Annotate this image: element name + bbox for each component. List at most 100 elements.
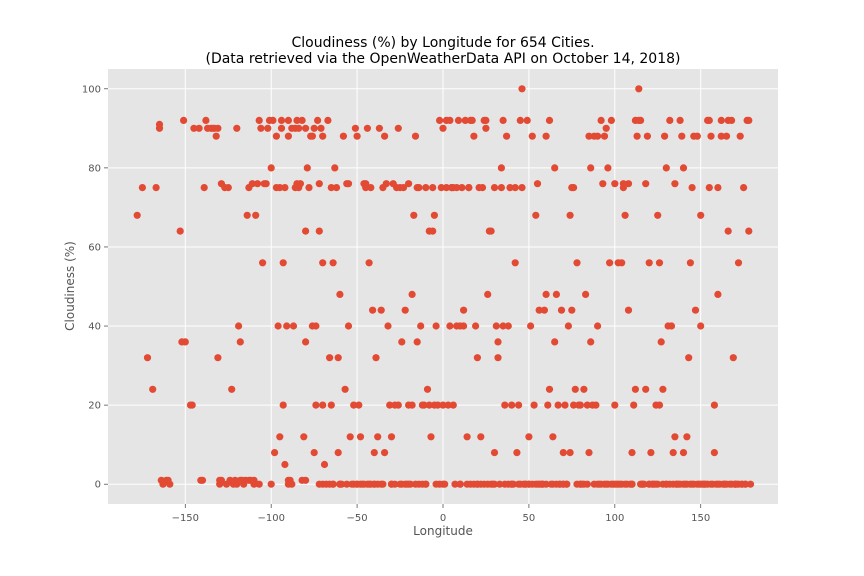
scatter-point xyxy=(666,116,674,124)
scatter-point xyxy=(461,116,469,124)
scatter-point xyxy=(710,401,719,409)
scatter-point xyxy=(740,184,748,192)
scatter-point xyxy=(302,338,310,346)
scatter-point xyxy=(654,211,662,219)
scatter-point xyxy=(195,124,203,132)
scatter-point xyxy=(585,132,593,140)
scatter-point xyxy=(291,124,299,132)
scatter-point xyxy=(470,132,478,140)
scatter-point xyxy=(212,132,220,140)
scatter-point xyxy=(707,132,715,140)
scatter-point xyxy=(422,184,430,192)
scatter-point xyxy=(551,338,559,346)
scatter-point xyxy=(484,290,492,298)
scatter-point xyxy=(339,132,347,140)
scatter-point xyxy=(216,480,224,488)
scatter-point xyxy=(350,401,358,409)
scatter-point xyxy=(527,322,535,330)
scatter-point xyxy=(281,460,289,469)
scatter-point xyxy=(631,385,640,393)
scatter-point xyxy=(468,116,476,124)
scatter-point xyxy=(276,433,284,441)
scatter-point xyxy=(362,180,370,188)
scatter-point xyxy=(635,85,643,93)
scatter-point xyxy=(545,116,554,124)
scatter-point xyxy=(542,480,550,488)
scatter-point xyxy=(417,322,425,330)
scatter-point xyxy=(257,124,265,132)
scatter-point xyxy=(528,132,536,140)
scatter-point xyxy=(573,259,581,267)
x-tick-label: 0 xyxy=(440,513,446,524)
scatter-point xyxy=(655,259,664,267)
scatter-point xyxy=(671,433,679,441)
scatter-point xyxy=(277,124,286,132)
scatter-point xyxy=(554,401,562,409)
scatter-point xyxy=(317,124,325,132)
scatter-point xyxy=(190,124,198,132)
scatter-point xyxy=(570,401,578,409)
scatter-point xyxy=(511,184,519,192)
scatter-point xyxy=(320,460,329,469)
scatter-point xyxy=(679,480,688,488)
scatter-point xyxy=(724,116,732,124)
scatter-point xyxy=(401,306,409,314)
scatter-point xyxy=(377,480,385,488)
scatter-point xyxy=(214,124,222,132)
scatter-point xyxy=(324,116,332,124)
scatter-point xyxy=(281,184,289,192)
scatter-point xyxy=(271,449,279,457)
scatter-point xyxy=(535,306,543,314)
scatter-point xyxy=(561,401,569,409)
scatter-point xyxy=(276,184,284,192)
scatter-point xyxy=(685,354,693,362)
scatter-point xyxy=(582,290,590,298)
scatter-point xyxy=(662,164,670,172)
scatter-point xyxy=(655,401,664,409)
scatter-point xyxy=(576,401,585,409)
scatter-point xyxy=(444,401,452,409)
scatter-point xyxy=(592,401,600,409)
scatter-point xyxy=(319,132,327,140)
scatter-point xyxy=(594,480,602,488)
scatter-point xyxy=(482,116,490,124)
scatter-point xyxy=(356,433,365,441)
scatter-point xyxy=(248,180,256,188)
scatter-point xyxy=(384,322,392,330)
scatter-point xyxy=(264,124,272,132)
scatter-point xyxy=(607,116,616,124)
scatter-point xyxy=(334,449,342,457)
scatter-point xyxy=(351,124,359,132)
y-tick-label: 60 xyxy=(88,242,101,253)
scatter-point xyxy=(542,290,550,298)
scatter-point xyxy=(691,306,700,314)
scatter-point xyxy=(628,449,636,457)
scatter-point xyxy=(423,385,432,393)
scatter-point xyxy=(446,322,454,330)
x-tick-label: 100 xyxy=(605,513,624,524)
scatter-point xyxy=(267,480,275,488)
scatter-point xyxy=(344,180,353,188)
y-axis-label: Cloudiness (%) xyxy=(63,241,77,331)
scatter-point xyxy=(436,116,444,124)
scatter-point xyxy=(611,401,619,409)
scatter-point xyxy=(143,354,152,362)
scatter-point xyxy=(583,480,591,488)
scatter-point xyxy=(544,401,552,409)
scatter-point xyxy=(303,164,311,172)
scatter-point xyxy=(312,322,320,330)
scatter-point xyxy=(676,116,684,124)
data-points xyxy=(133,85,755,488)
scatter-point xyxy=(413,338,421,346)
scatter-point xyxy=(721,480,729,488)
scatter-point xyxy=(458,184,466,192)
scatter-point xyxy=(449,401,457,409)
x-tick-label: 50 xyxy=(523,513,536,524)
scatter-point xyxy=(542,132,550,140)
scatter-point xyxy=(176,227,184,235)
scatter-point xyxy=(437,184,445,192)
scatter-point xyxy=(355,401,363,409)
scatter-point xyxy=(439,401,447,409)
scatter-point xyxy=(427,433,435,441)
scatter-point xyxy=(714,480,722,488)
